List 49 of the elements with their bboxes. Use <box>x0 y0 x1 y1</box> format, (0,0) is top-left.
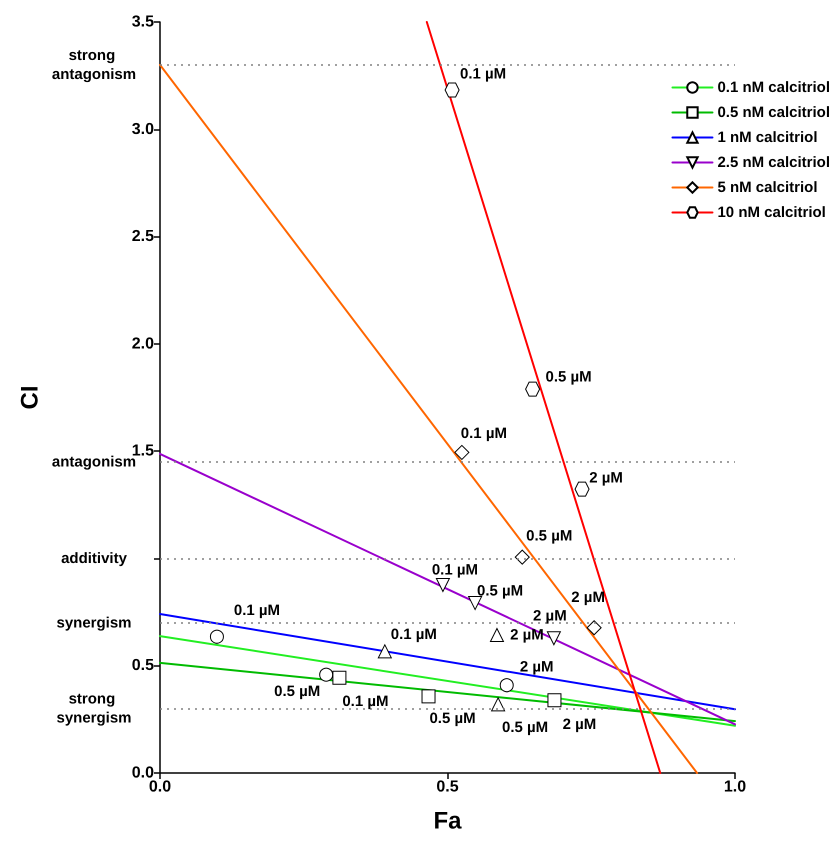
point <box>586 620 602 636</box>
legend-label: 10 nM calcitriol <box>717 204 826 221</box>
y-tick-label: 2.0 <box>132 335 154 352</box>
point <box>525 382 540 397</box>
annotation: 0.1 µM <box>432 562 478 579</box>
annotation: 0.5 µM <box>429 710 476 727</box>
point <box>574 482 590 497</box>
annotation: 2 µM <box>571 589 605 606</box>
annotation: 0.5 µM <box>274 683 320 700</box>
legend-label: 5 nM calcitriol <box>717 179 818 196</box>
y-tick-label: 2.5 <box>132 228 154 246</box>
annotation: 2 µM <box>510 626 544 644</box>
x-tick-label: 0.5 <box>436 778 459 796</box>
point <box>332 670 346 685</box>
x-tick-label: 0.0 <box>148 778 172 796</box>
annotation: 0.5 µM <box>502 718 548 736</box>
point <box>547 693 562 708</box>
point <box>444 82 460 98</box>
point <box>454 444 470 460</box>
legend-label: 1 nM calcitriol <box>717 129 818 146</box>
annotation: 0.5 µM <box>477 582 524 600</box>
annotation: 2 µM <box>562 716 596 733</box>
y-tick-label: 0.0 <box>132 764 154 782</box>
annotation: 0.1 µM <box>460 66 506 83</box>
annotation: 0.1 µM <box>390 626 437 643</box>
y-tick-label: 0.5 <box>132 657 154 674</box>
legend-label: 0.5 nM calcitriol <box>717 104 830 121</box>
y-axis-title: CI <box>16 386 44 410</box>
ref-line-label: additivity <box>61 550 128 567</box>
y-tick-label: 3.0 <box>132 120 154 138</box>
x-tick-label: 1.0 <box>724 778 746 796</box>
annotation: 0.1 µM <box>460 424 507 442</box>
annotation: 0.5 µM <box>526 528 572 545</box>
legend-label: 2.5 nM calcitriol <box>717 154 830 171</box>
point <box>514 550 530 565</box>
x-axis-title: Fa <box>433 808 462 834</box>
annotation: 2 µM <box>589 470 623 487</box>
legend-label: 0.1 nM calcitriol <box>717 79 830 96</box>
ref-line-label: strong synergism <box>56 690 132 727</box>
point <box>468 596 482 610</box>
annotation: 0.5 µM <box>546 368 592 386</box>
annotation: 2 µM <box>520 658 554 676</box>
point <box>422 689 436 704</box>
ref-line-label: synergism <box>56 614 132 632</box>
ref-line-label: strong antagonism <box>52 46 136 83</box>
y-tick-label: 3.5 <box>132 14 154 30</box>
annotation: 0.1 µM <box>342 693 388 710</box>
annotation: 0.1 µM <box>234 602 280 620</box>
annotation: 2 µM <box>533 608 567 625</box>
